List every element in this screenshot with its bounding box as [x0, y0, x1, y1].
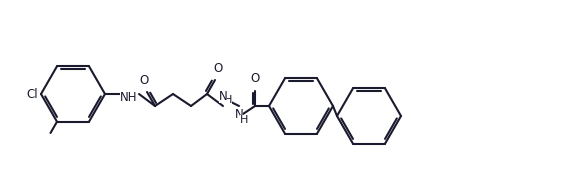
Text: H: H — [240, 115, 248, 125]
Text: N: N — [235, 108, 243, 121]
Text: O: O — [250, 72, 259, 85]
Text: Cl: Cl — [26, 87, 38, 100]
Text: O: O — [213, 62, 223, 75]
Text: NH: NH — [120, 91, 138, 104]
Text: N: N — [219, 90, 227, 103]
Text: O: O — [140, 74, 149, 87]
Text: H: H — [224, 95, 232, 105]
